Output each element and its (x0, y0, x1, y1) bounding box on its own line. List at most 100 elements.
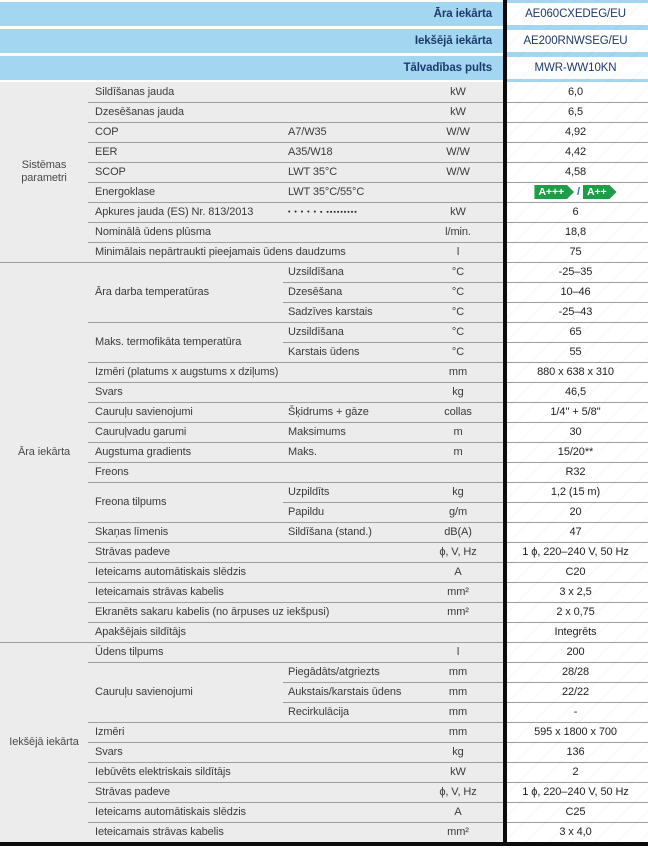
sub-label: LWT 35°C/55°C (283, 182, 413, 202)
sub-label: Maks. (283, 442, 413, 462)
unit-label: mm² (413, 582, 503, 602)
spec-subrow: mm 595 x 1800 x 700 (413, 722, 648, 742)
param-label: Strāvas padeve (88, 542, 413, 562)
value-cell: 1 ϕ, 220–240 V, 50 Hz (503, 542, 648, 562)
spec-subrow: mm 880 x 638 x 310 (413, 362, 648, 382)
value-cell: 6,5 (503, 102, 648, 122)
value-cell: 1,2 (15 m) (503, 482, 648, 502)
spec-subrow: l/min. 18,8 (413, 222, 648, 242)
unit-label: °C (413, 322, 503, 342)
sub-label: Karstais ūdens (283, 342, 413, 362)
spec-subrow: Piegādāts/atgriezts mm 28/28 (283, 662, 648, 682)
unit-label: °C (413, 282, 503, 302)
value-cell: 200 (503, 642, 648, 662)
subrows: Šķidrums + gāze collas 1/4'' + 5/8'' (283, 402, 648, 422)
value-cell: 880 x 638 x 310 (503, 362, 648, 382)
unit-label: A (413, 802, 503, 822)
param-label: Svars (88, 742, 413, 762)
subrows: mm 595 x 1800 x 700 (413, 722, 648, 742)
param-label: Ūdens tilpums (88, 642, 413, 662)
spec-section: Iekšējā iekārta Ūdens tilpums l 200 Cauruļu … (0, 642, 648, 842)
header-values: AE060CXEDEG/EU AE200RNWSEG/EU MWR-WW10KN (503, 0, 648, 82)
section-rows: Sildīšanas jauda kW 6,0 Dzesēšanas jauda kW 6… (88, 82, 648, 262)
param-label: Ieteicams automātiskais slēdzis (88, 802, 413, 822)
spec-subrow: Sadzīves karstais °C -25–43 (283, 302, 648, 322)
spec-subrow: Uzsildīšana °C -25–35 (283, 262, 648, 282)
subrows: kg 46,5 (413, 382, 648, 402)
subrows: ϕ, V, Hz 1 ϕ, 220–240 V, 50 Hz (413, 782, 648, 802)
param-label: Freons (88, 462, 413, 482)
model-number: MWR-WW10KN (503, 57, 648, 79)
spec-subrow: kW 6,5 (413, 102, 648, 122)
subrows: Uzpildīts kg 1,2 (15 m) Papildu g/m 20 (283, 482, 648, 522)
param-group: Freona tilpums Uzpildīts kg 1,2 (15 m) Papil… (88, 482, 648, 522)
sub-label: A7/W35 (283, 122, 413, 142)
param-group: Freons R32 (88, 462, 648, 482)
param-label: Freona tilpums (88, 482, 283, 522)
param-label: Iebūvēts elektriskais sildītājs (88, 762, 413, 782)
param-label: Minimālais nepārtraukti pieejamais ūdens… (88, 242, 413, 262)
subrows: • • • • • ▪ ▪▪▪▪▪▪▪▪▪ kW 6 (283, 202, 648, 222)
value-cell: 2 (503, 762, 648, 782)
unit-label: A (413, 562, 503, 582)
sub-label: Aukstais/karstais ūdens (283, 682, 413, 702)
param-group: Ieteicams automātiskais slēdzis A C20 (88, 562, 648, 582)
spec-subrow: Sildīšana (stand.) dB(A) 47 (283, 522, 648, 542)
unit-label (413, 462, 503, 482)
value-cell: 10–46 (503, 282, 648, 302)
value-cell: 595 x 1800 x 700 (503, 722, 648, 742)
param-label: COP (88, 122, 283, 142)
subrows: mm² 2 x 0,75 (413, 602, 648, 622)
value-cell: 18,8 (503, 222, 648, 242)
unit-label: W/W (413, 142, 503, 162)
param-group: Ieteicams automātiskais slēdzis A C25 (88, 802, 648, 822)
value-cell: 22/22 (503, 682, 648, 702)
unit-label: mm (413, 702, 503, 722)
spec-subrow: R32 (413, 462, 648, 482)
subrows: kW 6,5 (413, 102, 648, 122)
subrows: kW 2 (413, 762, 648, 782)
unit-label: mm (413, 662, 503, 682)
unit-label: g/m (413, 502, 503, 522)
param-group: Cauruļvadu garumi Maksimums m 30 (88, 422, 648, 442)
value-cell: C25 (503, 802, 648, 822)
param-label: Nominālā ūdens plūsma (88, 222, 413, 242)
value-cell: 4,42 (503, 142, 648, 162)
unit-label: W/W (413, 122, 503, 142)
spec-subrow: mm² 3 x 2,5 (413, 582, 648, 602)
param-label: Maks. termofikāta temperatūra (88, 322, 283, 362)
param-group: Cauruļu savienojumi Šķidrums + gāze collas… (88, 402, 648, 422)
param-label: Cauruļu savienojumi (88, 662, 283, 722)
spec-subrow: Šķidrums + gāze collas 1/4'' + 5/8'' (283, 402, 648, 422)
subrows: LWT 35°C W/W 4,58 (283, 162, 648, 182)
spec-subrow: A7/W35 W/W 4,92 (283, 122, 648, 142)
divider-bottom (0, 842, 648, 846)
unit-label: °C (413, 302, 503, 322)
sub-label: • • • • • ▪ ▪▪▪▪▪▪▪▪▪ (283, 202, 413, 222)
subrows: A7/W35 W/W 4,92 (283, 122, 648, 142)
param-label: Skaņas līmenis (88, 522, 283, 542)
subrows: l 75 (413, 242, 648, 262)
value-cell: -25–35 (503, 262, 648, 282)
unit-label: kg (413, 382, 503, 402)
param-label: Izmēri (platums x augstums x dziļums) (88, 362, 413, 382)
sub-label: Maksimums (283, 422, 413, 442)
value-cell: - (503, 702, 648, 722)
spec-subrow: l 200 (413, 642, 648, 662)
table-body: Sistēmas parametri Sildīšanas jauda kW 6,0 D… (0, 82, 648, 842)
spec-subrow: Maksimums m 30 (283, 422, 648, 442)
energy-class-badge: A+++ (534, 185, 574, 199)
value-cell: 28/28 (503, 662, 648, 682)
param-group: Maks. termofikāta temperatūra Uzsildīšana… (88, 322, 648, 362)
value-cell: A+++ / A++ (503, 182, 648, 202)
param-group: Skaņas līmenis Sildīšana (stand.) dB(A) 47 (88, 522, 648, 542)
subrows: Maks. m 15/20** (283, 442, 648, 462)
param-group: Minimālais nepārtraukti pieejamais ūdens… (88, 242, 648, 262)
param-group: Ieteicamais strāvas kabelis mm² 3 x 4,0 (88, 822, 648, 842)
param-group: Cauruļu savienojumi Piegādāts/atgriezts mm… (88, 662, 648, 722)
param-group: COP A7/W35 W/W 4,92 (88, 122, 648, 142)
param-label: SCOP (88, 162, 283, 182)
spec-subrow: mm² 3 x 4,0 (413, 822, 648, 842)
value-cell: 3 x 2,5 (503, 582, 648, 602)
unit-label: kW (413, 102, 503, 122)
